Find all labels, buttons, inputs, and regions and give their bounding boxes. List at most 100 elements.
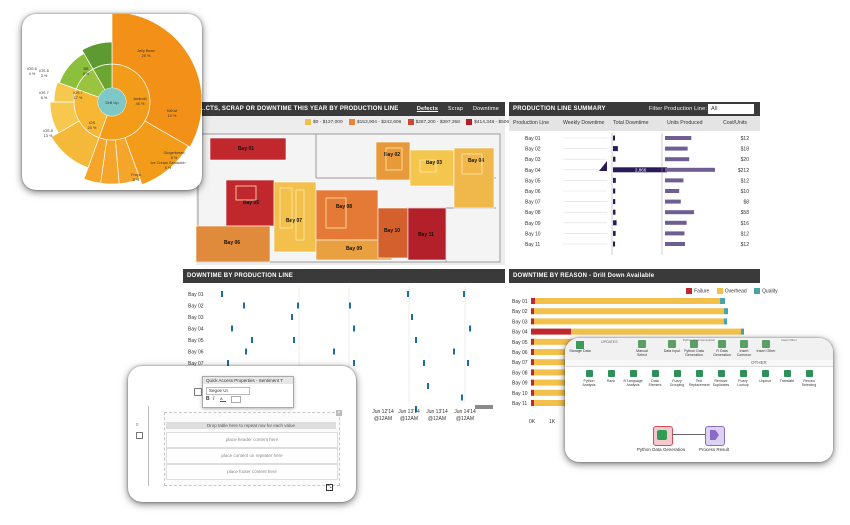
tab-downtime[interactable]: Downtime xyxy=(472,106,499,112)
tool-11[interactable]: Record Selecting xyxy=(799,370,819,387)
downtime-event[interactable] xyxy=(411,314,413,320)
ruler-tab-icon[interactable] xyxy=(136,432,143,439)
downtime-event[interactable] xyxy=(463,291,465,297)
italic-button[interactable]: I xyxy=(213,396,215,402)
failure-bar[interactable] xyxy=(531,369,534,376)
failure-bar[interactable] xyxy=(531,338,534,345)
tool-2[interactable]: Rank xyxy=(601,370,621,383)
workflow-canvas[interactable] xyxy=(565,398,833,462)
failure-bar[interactable] xyxy=(531,359,534,366)
units-bar xyxy=(665,199,681,204)
reason-row-label-4: Bay 04 xyxy=(512,330,528,336)
sunburst-label-7: iOS xyxy=(89,121,96,125)
filter-select[interactable]: All xyxy=(708,104,754,114)
ribbon-button-3[interactable]: Python Data Generation xyxy=(683,340,705,358)
downtime-event[interactable] xyxy=(297,302,299,309)
sunburst-ios8[interactable] xyxy=(50,120,100,169)
downtime-event[interactable] xyxy=(461,394,463,401)
tab-scrap[interactable]: Scrap xyxy=(447,106,464,112)
failure-bar[interactable] xyxy=(531,349,534,355)
downtime-event[interactable] xyxy=(415,337,417,343)
timeline-scrollbar[interactable] xyxy=(475,405,493,409)
failure-bar[interactable] xyxy=(531,328,571,335)
properties-dialog-titlebar[interactable]: Quick Access Properties - Sentiment T xyxy=(203,377,293,384)
tool-8[interactable]: Fuzzy Lookup xyxy=(733,370,753,387)
downtime-event[interactable] xyxy=(353,325,355,332)
downtime-event[interactable] xyxy=(407,291,409,297)
downtime-event[interactable] xyxy=(251,337,253,343)
overhead-bar[interactable] xyxy=(534,318,724,325)
bay-block-6[interactable] xyxy=(196,225,271,263)
properties-dialog[interactable]: Quick Access Properties - Sentiment T Se… xyxy=(202,376,294,408)
bay-block-5[interactable] xyxy=(225,179,275,227)
downtime-event[interactable] xyxy=(291,314,293,320)
downtime-event[interactable] xyxy=(453,348,455,355)
footer-placeholder[interactable]: place footer content here xyxy=(166,464,338,480)
tools-row: Python Analysis Rank R Language Analysis Da… xyxy=(579,370,829,394)
downtime-event[interactable] xyxy=(423,360,425,366)
bold-button[interactable]: B xyxy=(206,396,210,402)
downtime-event[interactable] xyxy=(231,325,233,332)
ribbon-button-6[interactable]: Insert Other xyxy=(755,340,777,358)
tool-5[interactable]: Fuzzy Grouping xyxy=(667,370,687,387)
failure-bar[interactable] xyxy=(531,318,534,325)
quality-bar[interactable] xyxy=(724,308,728,315)
quality-bar[interactable] xyxy=(720,298,725,304)
downtime-event[interactable] xyxy=(333,348,335,355)
overhead-bar[interactable] xyxy=(535,298,720,304)
align-icon[interactable] xyxy=(231,396,241,403)
downtime-event[interactable] xyxy=(245,348,247,355)
quality-bar[interactable] xyxy=(724,318,727,325)
quality-bar[interactable] xyxy=(741,328,744,335)
failure-bar[interactable] xyxy=(531,389,534,396)
tool-3[interactable]: R Language Analysis xyxy=(623,370,643,387)
downtime-event[interactable] xyxy=(467,360,469,366)
ribbon-button-2[interactable]: Data Input xyxy=(661,340,683,358)
sunburst-center[interactable] xyxy=(98,88,126,116)
downtime-event[interactable] xyxy=(221,291,223,297)
tool-6[interactable]: Text Replacement xyxy=(689,370,710,387)
downtime-event[interactable] xyxy=(415,406,417,412)
bay-block-3[interactable] xyxy=(409,149,455,187)
bay-block-1[interactable] xyxy=(209,137,287,161)
sunburst-kitkat[interactable] xyxy=(124,120,189,186)
downtime-event[interactable] xyxy=(227,360,229,366)
downtime-event[interactable] xyxy=(353,360,355,366)
repeater-placeholder[interactable]: place content on repeater here xyxy=(166,448,338,464)
ribbon-group-storage[interactable]: Storage Data xyxy=(569,341,591,357)
sunburst-jellybean[interactable] xyxy=(111,14,202,148)
resize-handle-icon[interactable]: ⤡ xyxy=(326,484,333,491)
bay-block-8[interactable] xyxy=(315,189,379,241)
failure-bar[interactable] xyxy=(531,400,534,406)
header-placeholder[interactable]: place header content here xyxy=(166,432,338,448)
failure-bar[interactable] xyxy=(531,308,534,315)
tool-7[interactable]: Remove Duplicates xyxy=(711,370,731,387)
tool-9[interactable]: Unpivot xyxy=(755,370,775,383)
downtime-event[interactable] xyxy=(469,325,471,332)
bay-block-11[interactable] xyxy=(407,207,447,261)
tab-defects[interactable]: Defects xyxy=(416,106,439,112)
text-color-icon[interactable]: A xyxy=(220,396,226,402)
tool-1[interactable]: Python Analysis xyxy=(579,370,599,387)
font-family-select[interactable]: Segoe UI xyxy=(206,387,250,395)
ribbon-button-5[interactable]: Insert Common xyxy=(733,340,755,358)
failure-bar[interactable] xyxy=(531,298,535,304)
downtime-event[interactable] xyxy=(349,302,351,309)
bay-label-1: Bay 01 xyxy=(238,146,254,152)
tool-10[interactable]: Translate xyxy=(777,370,797,383)
tool-4[interactable]: Data Element xyxy=(645,370,665,387)
downtime-event[interactable] xyxy=(427,383,429,389)
reason-row-label-6: Bay 06 xyxy=(512,350,528,356)
downtime-event[interactable] xyxy=(243,302,245,309)
overhead-bar[interactable] xyxy=(571,328,741,335)
drop-zone[interactable]: Drop table here to repeat row for each v… xyxy=(166,422,336,429)
failure-bar[interactable] xyxy=(531,379,534,386)
downtime-event[interactable] xyxy=(293,337,295,343)
overhead-bar[interactable] xyxy=(534,308,724,315)
ribbon-button-4[interactable]: R Data Generation xyxy=(711,340,733,358)
ribbon-button-1[interactable]: Manual Select xyxy=(631,340,653,358)
sunburst-ios8-outer[interactable] xyxy=(81,41,113,70)
bay-block-4[interactable] xyxy=(453,147,495,209)
bay-block-7[interactable] xyxy=(273,181,317,253)
close-icon[interactable]: × xyxy=(336,410,342,416)
